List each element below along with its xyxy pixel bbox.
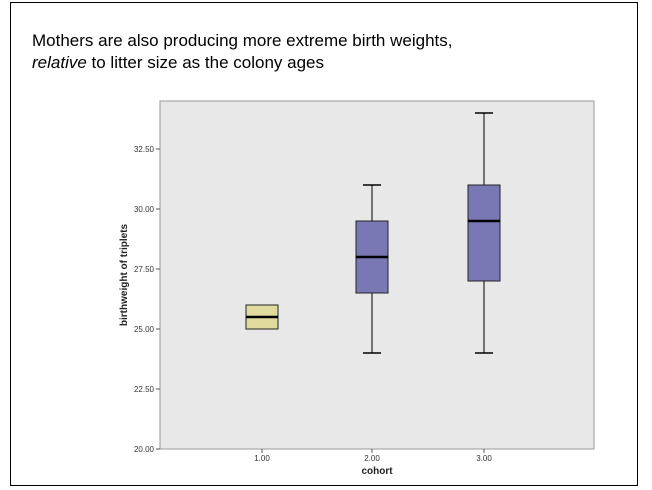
caption-emphasis: relative [32, 53, 87, 72]
box-cohort-3 [467, 184, 501, 282]
slide-caption: Mothers are also producing more extreme … [32, 30, 592, 74]
y-tick-label: 32.50 [134, 145, 155, 154]
x-tick-label: 3.00 [476, 454, 492, 463]
y-tick-label: 22.50 [134, 385, 155, 394]
y-tick-label: 30.00 [134, 205, 155, 214]
y-tick-label: 27.50 [134, 265, 155, 274]
x-axis-title: cohort [361, 466, 393, 477]
y-tick-label: 25.00 [134, 325, 155, 334]
caption-rest: to litter size as the colony ages [86, 53, 324, 72]
caption-line-2: relative to litter size as the colony ag… [32, 52, 592, 74]
y-axis-title: birthweight of triplets [119, 223, 130, 326]
x-tick-label: 2.00 [364, 454, 380, 463]
plot-layer: 20.00 22.50 25.00 27.50 30.00 32.50 1.00 2.00 3.… [134, 100, 595, 463]
x-tick-label: 1.00 [254, 454, 270, 463]
y-tick-label: 20.00 [134, 445, 155, 454]
caption-line-1: Mothers are also producing more extreme … [32, 31, 453, 50]
